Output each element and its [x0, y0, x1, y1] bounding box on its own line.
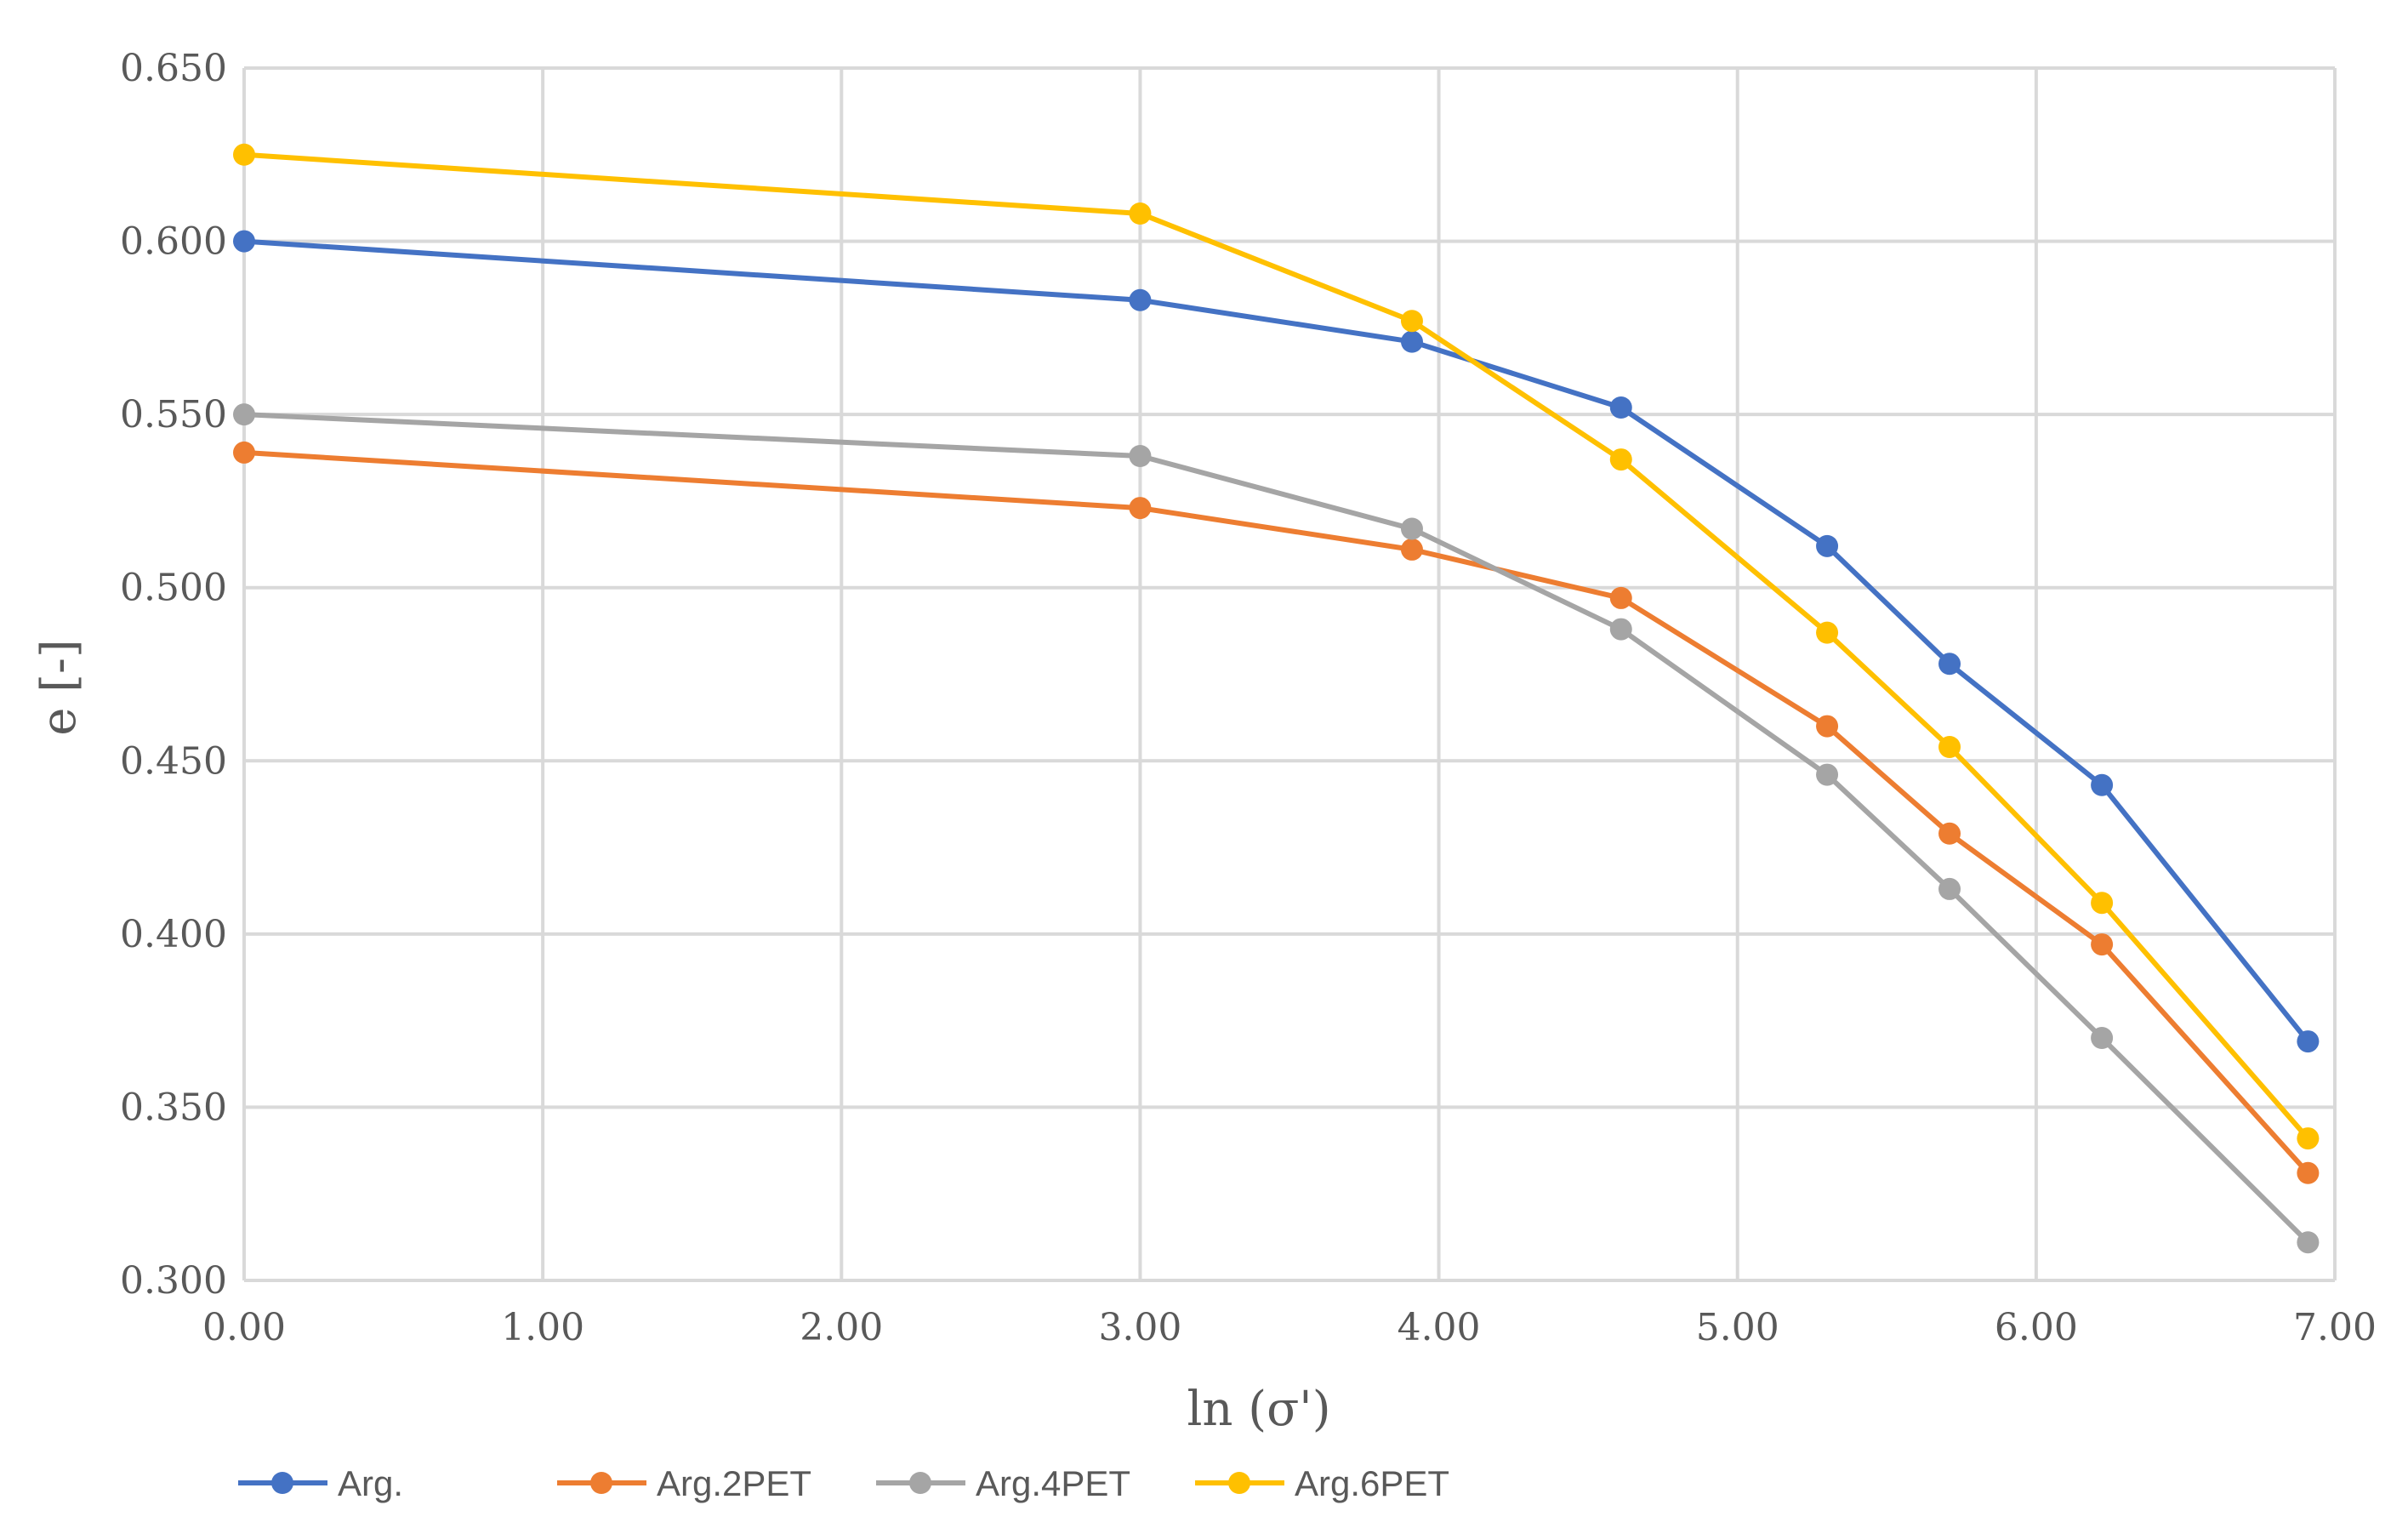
- series-line-0: [243, 238, 2310, 1043]
- data-point: [1609, 586, 1632, 609]
- data-point: [2091, 773, 2114, 796]
- y-tick-label: 0.300: [120, 1259, 227, 1303]
- y-tick-label: 0.350: [120, 1086, 227, 1129]
- data-point: [2297, 1161, 2320, 1184]
- x-tick-label: 1.00: [501, 1306, 584, 1349]
- data-point: [233, 403, 255, 426]
- data-point: [1400, 517, 1423, 540]
- grid-lines: [242, 66, 2337, 1282]
- legend-item-0: Arg.: [238, 1463, 403, 1503]
- x-tick-label: 0.00: [202, 1306, 286, 1349]
- data-point: [233, 230, 255, 253]
- x-axis-ticks: 0.00 1.00 2.00 3.00 4.00 5.00 6.00 7.00: [202, 1306, 2377, 1349]
- data-point: [1938, 822, 1961, 845]
- data-point: [1400, 330, 1423, 353]
- series-line-3: [243, 151, 2310, 1141]
- series-line-2: [243, 412, 2310, 1245]
- data-point: [1816, 763, 1839, 786]
- legend-item-1: Arg.2PET: [557, 1463, 811, 1503]
- y-tick-label: 0.450: [120, 739, 227, 783]
- y-axis-ticks: 0.300 0.350 0.400 0.450 0.500 0.550 0.600 0.650: [120, 47, 227, 1303]
- legend-swatch-marker: [590, 1472, 612, 1494]
- legend-swatch-marker: [271, 1472, 293, 1494]
- legend-swatch-marker: [909, 1472, 931, 1494]
- data-point: [2091, 1027, 2114, 1049]
- legend-label: Arg.: [338, 1463, 403, 1503]
- legend-item-3: Arg.6PET: [1195, 1463, 1449, 1503]
- data-point: [2297, 1030, 2320, 1053]
- data-point: [1816, 621, 1839, 644]
- data-point: [1400, 538, 1423, 561]
- data-point: [1400, 310, 1423, 333]
- data-point: [1129, 445, 1152, 467]
- legend: Arg. Arg.2PET Arg.4PET Arg.6PET: [238, 1463, 1449, 1503]
- y-tick-label: 0.550: [120, 393, 227, 436]
- y-tick-label: 0.500: [120, 567, 227, 610]
- data-point: [1609, 448, 1632, 471]
- x-tick-label: 4.00: [1398, 1306, 1481, 1349]
- y-tick-label: 0.650: [120, 47, 227, 90]
- data-point: [2297, 1127, 2320, 1150]
- x-tick-label: 6.00: [1995, 1306, 2078, 1349]
- legend-label: Arg.2PET: [657, 1463, 811, 1503]
- legend-item-2: Arg.4PET: [876, 1463, 1130, 1503]
- data-point: [1816, 715, 1839, 738]
- data-point: [1609, 618, 1632, 641]
- data-point: [1129, 288, 1152, 311]
- x-tick-label: 2.00: [800, 1306, 883, 1349]
- x-tick-label: 7.00: [2293, 1306, 2377, 1349]
- x-tick-label: 5.00: [1696, 1306, 1779, 1349]
- y-axis-title: e [-]: [31, 639, 87, 736]
- data-point: [1938, 736, 1961, 758]
- series-markers: [233, 143, 2320, 1254]
- data-point: [1816, 534, 1839, 557]
- legend-label: Arg.4PET: [976, 1463, 1130, 1503]
- data-point: [1938, 877, 1961, 900]
- data-point: [1609, 396, 1632, 419]
- data-point: [2091, 892, 2114, 915]
- data-point: [233, 441, 255, 464]
- series-line-1: [243, 449, 2310, 1175]
- y-tick-label: 0.400: [120, 913, 227, 956]
- legend-swatch-marker: [1228, 1472, 1250, 1494]
- legend-label: Arg.6PET: [1295, 1463, 1449, 1503]
- data-point: [1938, 653, 1961, 676]
- data-point: [2297, 1231, 2320, 1254]
- x-tick-label: 3.00: [1098, 1306, 1181, 1349]
- data-point: [2091, 933, 2114, 956]
- x-axis-title: ln (σ'): [1187, 1382, 1330, 1437]
- y-tick-label: 0.600: [120, 220, 227, 264]
- data-point: [1129, 497, 1152, 520]
- data-point: [1129, 202, 1152, 225]
- data-point: [233, 143, 255, 166]
- series-lines: [243, 151, 2310, 1245]
